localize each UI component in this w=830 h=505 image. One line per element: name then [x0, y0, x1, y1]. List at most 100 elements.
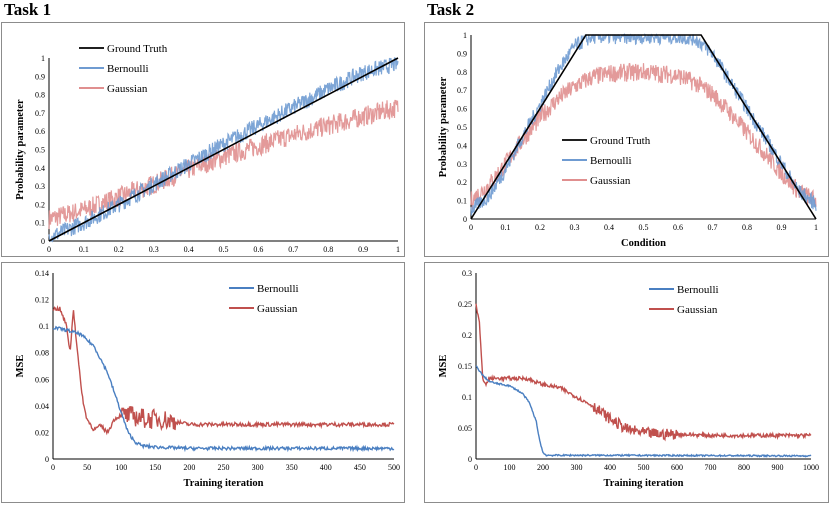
legend-label-bernoulli: Bernoulli: [107, 63, 149, 75]
x-axis-title: Training iteration: [603, 478, 683, 489]
y-tick-label: 0.6: [457, 105, 467, 114]
y-tick-label: 0.15: [458, 362, 472, 371]
y-axis-title: Probability parameter: [15, 99, 26, 200]
x-tick-label: 50: [83, 463, 91, 472]
x-tick-label: 0.5: [219, 245, 229, 254]
x-tick-label: 1: [396, 245, 400, 254]
y-tick-label: 1: [463, 31, 467, 40]
x-tick-label: 0.2: [535, 223, 545, 232]
x-tick-label: 100: [115, 463, 127, 472]
y-tick-label: 0.2: [462, 331, 472, 340]
ground-truth-line: [48, 57, 399, 242]
y-tick-label: 0.4: [35, 164, 45, 173]
x-tick-label: 0.4: [184, 245, 194, 254]
x-tick-label: 500: [638, 463, 650, 472]
bernoulli-line: [475, 365, 812, 458]
y-tick-label: 0.1: [462, 393, 472, 402]
x-tick-label: 0.9: [777, 223, 787, 232]
x-tick-label: 0: [47, 245, 51, 254]
task1-mse-panel: 0 50 100 150 200 250 300 350 400 450 500 0 0.02 0.04 0…: [1, 262, 405, 503]
y-tick-label: 0.1: [457, 197, 467, 206]
x-tick-label: 200: [537, 463, 549, 472]
bernoulli-line: [48, 57, 399, 243]
x-tick-label: 0.4: [604, 223, 614, 232]
x-tick-label: 800: [738, 463, 750, 472]
x-tick-label: 0.7: [708, 223, 718, 232]
x-tick-label: 0.2: [114, 245, 124, 254]
x-tick-label: 900: [772, 463, 784, 472]
y-tick-label: 0.7: [457, 86, 467, 95]
y-tick-label: 0.2: [35, 200, 45, 209]
y-tick-label: 0.8: [457, 68, 467, 77]
x-tick-label: 0.6: [253, 245, 263, 254]
x-tick-label: 300: [571, 463, 583, 472]
y-tick-label: 0: [463, 215, 467, 224]
legend-label-ground-truth: Ground Truth: [107, 43, 168, 55]
task2-probability-chart: 0 0.1 0.2 0.3 0.4 0.5 0.6 0.7 0.8 0.9 1 0 0.1 0.2 0.3 0…: [438, 31, 818, 249]
x-tick-label: 0.1: [79, 245, 89, 254]
y-tick-label: 0: [41, 237, 45, 246]
x-tick-label: 0.1: [501, 223, 511, 232]
x-tick-label: 1000: [803, 463, 819, 472]
legend-label-gaussian: Gaussian: [590, 175, 631, 187]
x-tick-label: 100: [504, 463, 516, 472]
task2-mse-panel: 0 100 200 300 400 500 600 700 800 900 1000 0 0.05 0.1…: [424, 262, 829, 503]
legend-label-bernoulli: Bernoulli: [590, 155, 632, 167]
task2-mse-chart: 0 100 200 300 400 500 600 700 800 900 1000 0 0.05 0.1…: [438, 269, 819, 489]
x-tick-label: 0.3: [149, 245, 159, 254]
legend-label-bernoulli: Bernoulli: [257, 283, 299, 295]
y-tick-label: 0.08: [35, 349, 49, 358]
x-tick-label: 200: [183, 463, 195, 472]
y-tick-label: 0.06: [35, 375, 49, 384]
x-tick-label: 0: [474, 463, 478, 472]
y-tick-label: 0.04: [35, 402, 49, 411]
y-tick-label: 0: [468, 455, 472, 464]
x-tick-label: 0.5: [639, 223, 649, 232]
y-tick-label: 0.1: [39, 322, 49, 331]
y-tick-label: 0: [45, 455, 49, 464]
x-tick-label: 250: [218, 463, 230, 472]
x-tick-label: 400: [320, 463, 332, 472]
legend-label-ground-truth: Ground Truth: [590, 135, 651, 147]
y-axis-title: Probability parameter: [438, 76, 449, 177]
x-tick-label: 600: [671, 463, 683, 472]
y-tick-label: 0.5: [457, 123, 467, 132]
bernoulli-line: [52, 325, 395, 453]
legend-label-bernoulli: Bernoulli: [677, 284, 719, 296]
y-tick-label: 0.8: [35, 91, 45, 100]
gaussian-line: [48, 99, 399, 230]
y-tick-label: 0.9: [35, 72, 45, 81]
x-tick-label: 0.9: [358, 245, 368, 254]
y-tick-label: 0.25: [458, 300, 472, 309]
task1-title: Task 1: [4, 0, 52, 19]
y-tick-label: 0.6: [35, 127, 45, 136]
task2-title: Task 2: [427, 0, 475, 19]
task1-probability-panel: 0 0.1 0.2 0.3 0.4 0.5 0.6 0.7 0.8 0.9 1 0 0.1 0.2 0.3 0…: [1, 22, 405, 257]
x-tick-label: 150: [149, 463, 161, 472]
x-tick-label: 450: [354, 463, 366, 472]
x-tick-label: 0.8: [323, 245, 333, 254]
ground-truth-line: [470, 34, 817, 220]
y-tick-label: 0.2: [457, 178, 467, 187]
task1-mse-chart: 0 50 100 150 200 250 300 350 400 450 500 0 0.02 0.04 0…: [15, 269, 400, 489]
y-tick-label: 0.3: [457, 160, 467, 169]
y-tick-label: 0.3: [35, 182, 45, 191]
legend-label-gaussian: Gaussian: [257, 303, 298, 315]
gaussian-line: [475, 303, 812, 442]
y-tick-label: 0.3: [462, 269, 472, 278]
y-tick-label: 0.7: [35, 109, 45, 118]
x-tick-label: 0.3: [570, 223, 580, 232]
x-tick-label: 350: [286, 463, 298, 472]
y-tick-label: 0.4: [457, 141, 467, 150]
y-tick-label: 0.5: [35, 146, 45, 155]
x-tick-label: 400: [604, 463, 616, 472]
y-tick-label: 0.14: [35, 269, 49, 278]
task2-probability-panel: 0 0.1 0.2 0.3 0.4 0.5 0.6 0.7 0.8 0.9 1 0 0.1 0.2 0.3 0…: [424, 22, 829, 257]
y-tick-label: 0.12: [35, 296, 49, 305]
y-tick-label: 0.1: [35, 219, 45, 228]
x-tick-label: 0.6: [673, 223, 683, 232]
y-tick-label: 0.02: [35, 428, 49, 437]
x-tick-label: 0: [469, 223, 473, 232]
legend-label-gaussian: Gaussian: [677, 304, 718, 316]
x-tick-label: 300: [252, 463, 264, 472]
